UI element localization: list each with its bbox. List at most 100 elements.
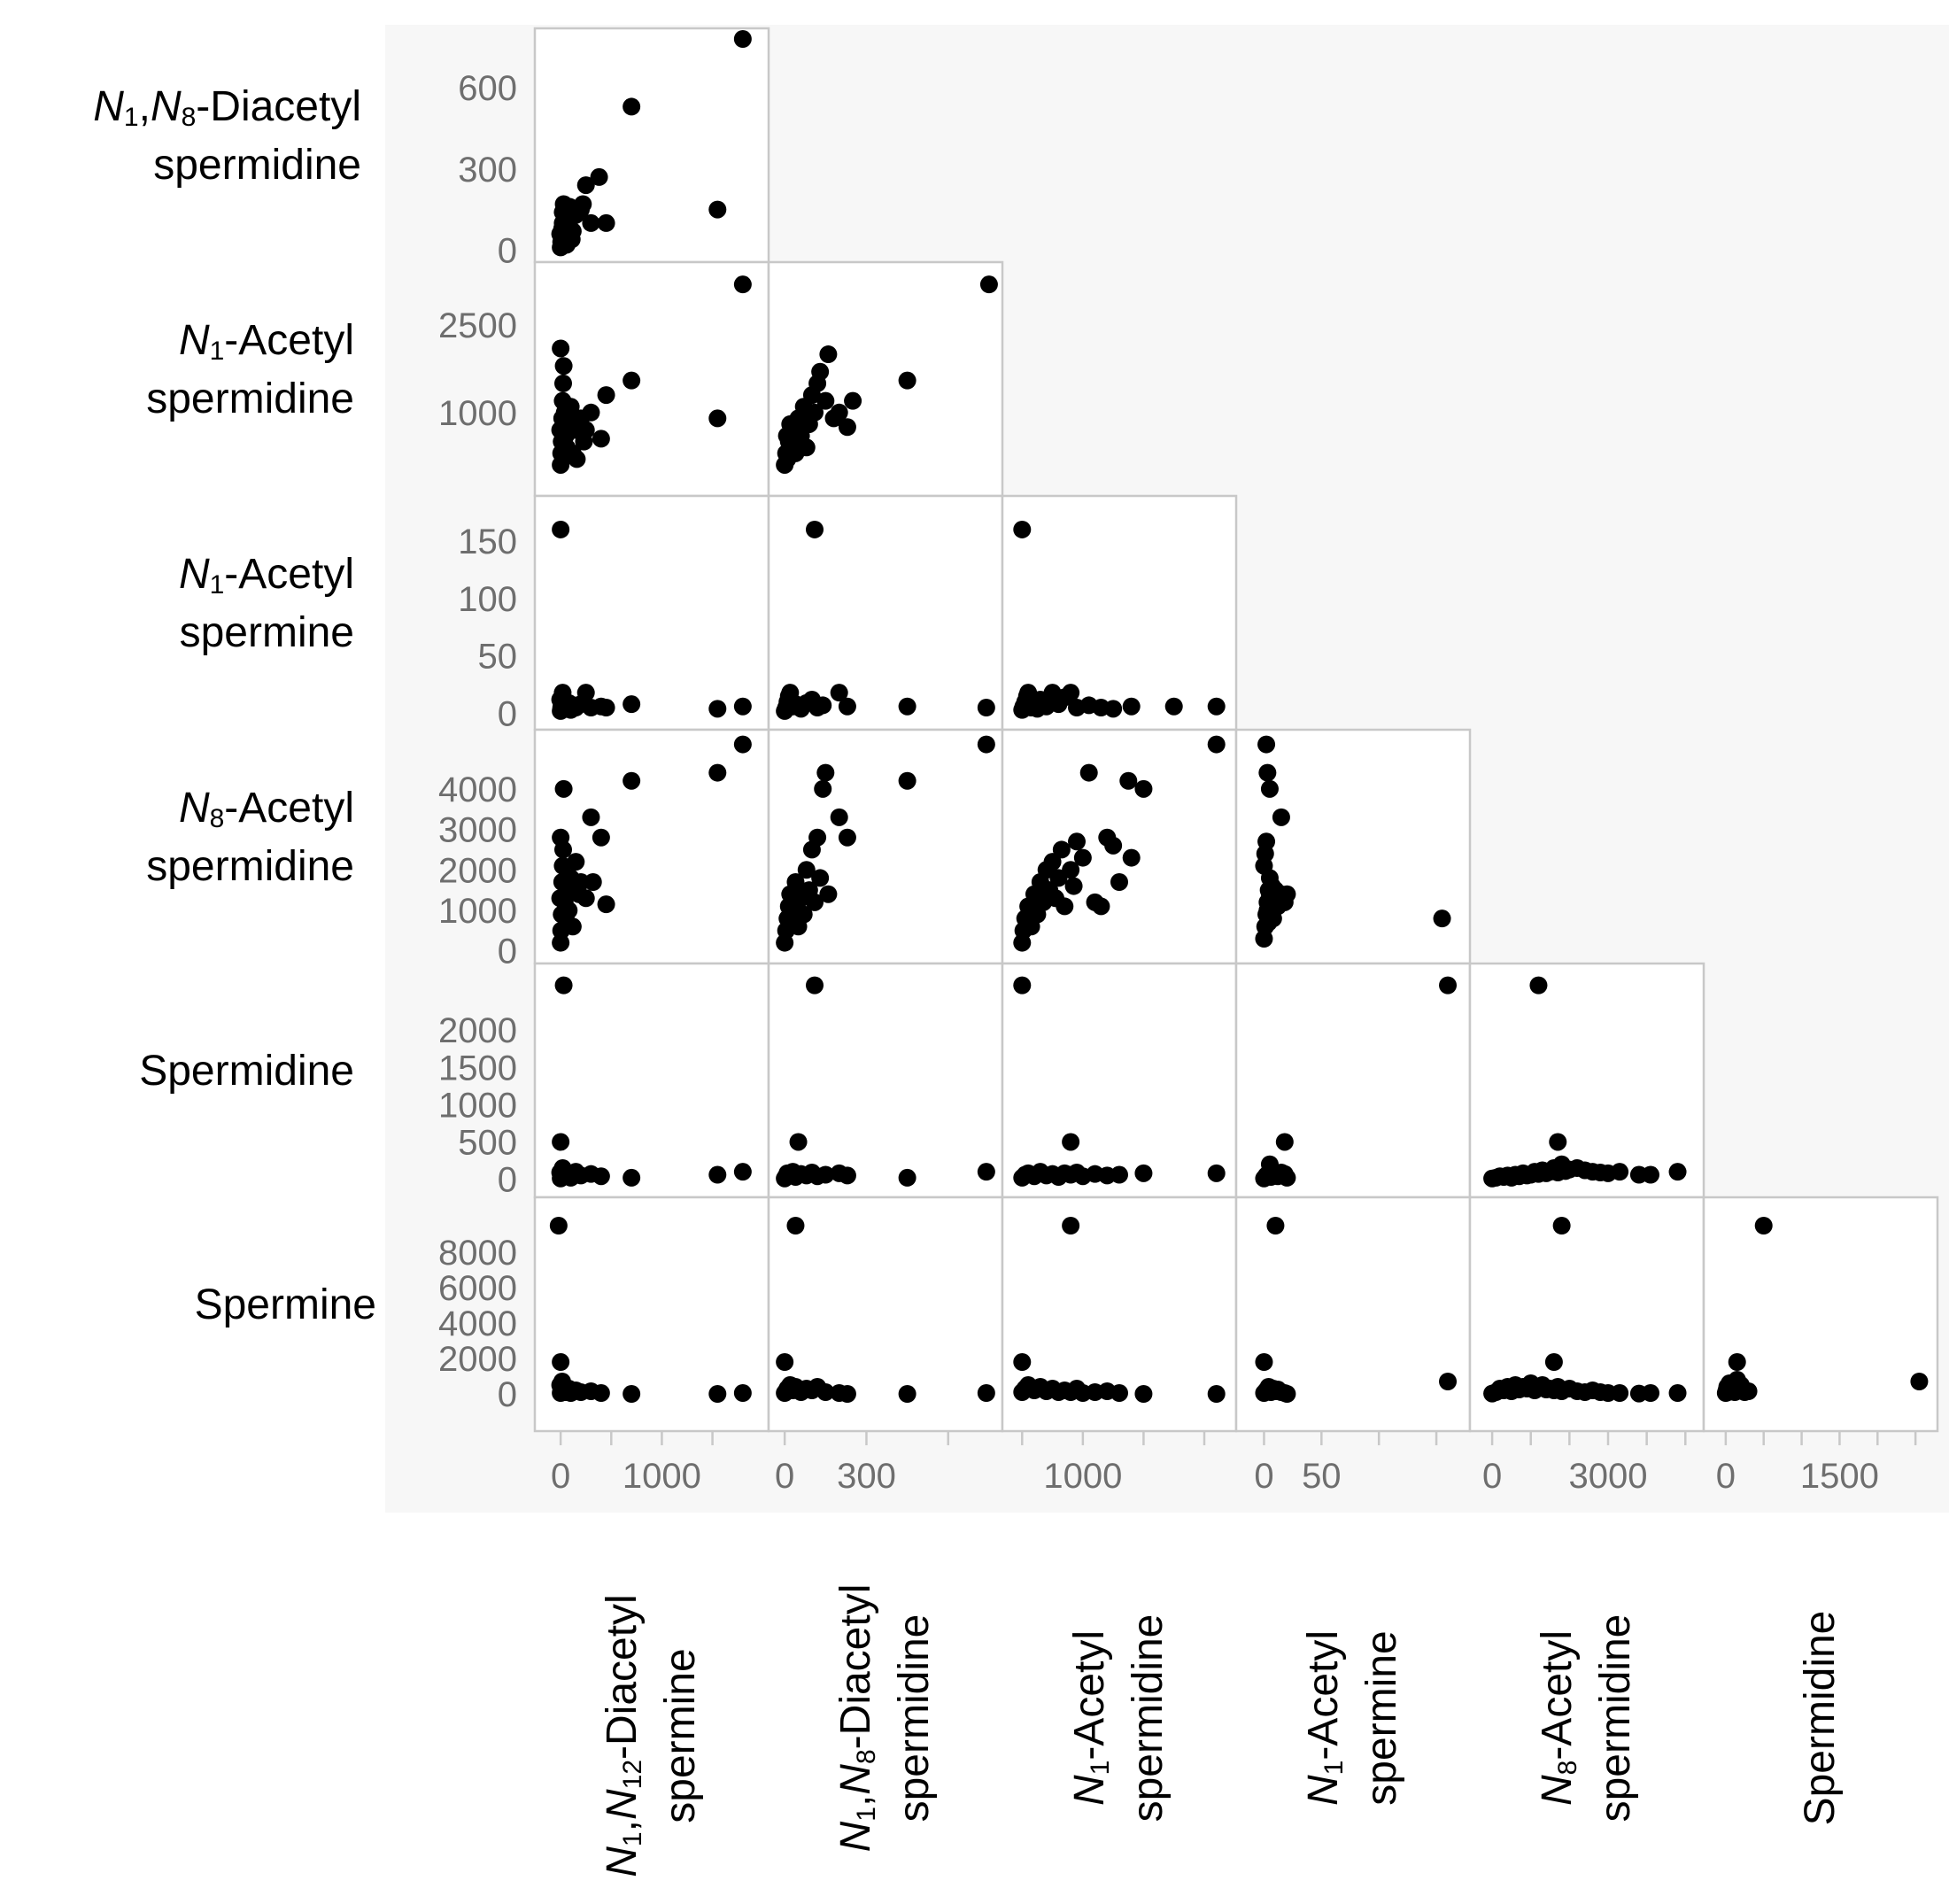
- data-point-spm-vs-spd: [1910, 1373, 1929, 1390]
- data-point-n1n8-vs-n1n12: [576, 176, 595, 195]
- data-point-n8spd-vs-n1spm: [1433, 909, 1451, 928]
- data-point-n1spm-vs-n1n8: [806, 520, 824, 538]
- data-point-n1n8-vs-n1n12: [597, 213, 615, 232]
- data-point-n8spd-vs-n1n8: [816, 763, 835, 782]
- data-point-n8spd-vs-n1n8: [977, 735, 995, 754]
- data-point-n8spd-vs-n1spd: [1104, 836, 1123, 855]
- data-point-n1spd-vs-n1n12: [561, 398, 580, 416]
- data-point-n8spd-vs-n1spd: [1110, 873, 1128, 891]
- data-point-spm-vs-spd: [1728, 1353, 1746, 1371]
- y-tick-label-spm: 0: [498, 1375, 517, 1414]
- y-tick-label-spd: 2000: [438, 1011, 517, 1050]
- data-point-n8spd-vs-n1spm: [1272, 808, 1290, 826]
- data-point-n8spd-vs-n1spm: [1257, 735, 1276, 754]
- data-point-n1spd-vs-n1n12: [554, 357, 573, 375]
- data-point-n8spd-vs-n1n12: [563, 917, 582, 936]
- data-point-spd-vs-n1spm: [1275, 1133, 1294, 1151]
- data-point-spm-vs-n1spm: [1439, 1373, 1458, 1390]
- data-point-spd-vs-n1n8: [816, 1165, 835, 1184]
- data-point-n8spd-vs-n1spd: [1052, 840, 1071, 859]
- data-point-n8spd-vs-n1n8: [838, 828, 856, 847]
- data-point-n1spd-vs-n1n8: [898, 371, 916, 390]
- data-point-n8spd-vs-n1spd: [1207, 735, 1226, 754]
- data-point-n1n8-vs-n1n12: [562, 230, 581, 249]
- data-point-spm-vs-n1spm: [1266, 1217, 1285, 1235]
- x-tick-label-spd: 1500: [1800, 1457, 1879, 1496]
- x-tick-label-n1n8: 0: [775, 1457, 794, 1496]
- x-tick-label-n8spd: 0: [1482, 1457, 1502, 1496]
- data-point-spd-vs-n1n12: [554, 976, 573, 995]
- data-point-n8spd-vs-n1spm: [1258, 763, 1277, 782]
- data-point-n1spd-vs-n1n8: [819, 345, 838, 364]
- data-point-spd-vs-n1n8: [838, 1166, 856, 1185]
- data-point-spd-vs-n8spd: [1611, 1163, 1629, 1181]
- data-point-n8spd-vs-n1n12: [597, 895, 615, 914]
- data-point-spm-vs-n1spm: [1278, 1385, 1296, 1403]
- data-point-spm-vs-spd: [1754, 1217, 1773, 1235]
- data-point-spm-vs-n1n8: [838, 1385, 856, 1403]
- data-point-n8spd-vs-n1spd: [1073, 848, 1092, 867]
- data-point-n1spm-vs-n1n12: [597, 699, 615, 717]
- data-point-n8spd-vs-n1n12: [560, 902, 578, 919]
- data-point-n1spd-vs-n1n12: [554, 374, 572, 392]
- data-point-spd-vs-n1spd: [1062, 1133, 1080, 1151]
- data-point-n1spm-vs-n1spd: [1104, 700, 1123, 718]
- row-label-spd: Spermidine: [139, 1048, 354, 1095]
- data-point-n1n8-vs-n1n12: [553, 203, 572, 221]
- row-label-n8spd: N8-Acetyl spermidine: [146, 785, 354, 890]
- row-label-n1spm: N1-Acetyl spermine: [178, 551, 354, 656]
- data-point-spm-vs-n1spd: [1207, 1385, 1226, 1403]
- data-point-spd-vs-n1n12: [708, 1165, 727, 1184]
- data-point-n1n8-vs-n1n12: [574, 195, 592, 213]
- data-point-spd-vs-n8spd: [1642, 1165, 1659, 1184]
- data-point-n8spd-vs-n1n12: [623, 771, 641, 790]
- x-tick-label-n8spd: 3000: [1569, 1457, 1648, 1496]
- data-point-n1spd-vs-n1n12: [592, 430, 610, 448]
- data-point-n1spm-vs-n1spd: [1122, 697, 1141, 716]
- data-point-n1spd-vs-n1n8: [797, 438, 816, 457]
- row-label-n1spd: N1-Acetyl spermidine: [146, 317, 354, 422]
- data-point-n8spd-vs-n1n12: [552, 828, 570, 847]
- data-point-n8spd-vs-n1spm: [1257, 832, 1276, 851]
- y-tick-label-n1spd: 2500: [438, 306, 517, 345]
- row-label-spm: Spermine: [194, 1281, 376, 1328]
- data-point-n8spd-vs-n1n8: [794, 905, 813, 924]
- data-point-n1spm-vs-n1n8: [838, 697, 856, 716]
- y-tick-label-spd: 500: [458, 1123, 517, 1162]
- data-point-n8spd-vs-n1n8: [786, 873, 805, 891]
- data-point-spm-vs-n8spd: [1611, 1384, 1629, 1402]
- data-point-spd-vs-n1n8: [806, 976, 824, 995]
- data-point-n1spm-vs-n1n8: [830, 684, 848, 702]
- data-point-n1n8-vs-n1n12: [582, 213, 600, 232]
- data-point-n1n8-vs-n1n12: [708, 200, 727, 219]
- data-point-n1n8-vs-n1n12: [590, 167, 608, 186]
- data-point-spm-vs-n1spm: [1255, 1353, 1273, 1371]
- data-point-n1spd-vs-n1n8: [830, 403, 848, 422]
- data-point-n1spd-vs-n1n12: [733, 275, 752, 294]
- data-point-n8spd-vs-n1spd: [1092, 897, 1110, 916]
- y-tick-label-n8spd: 1000: [438, 892, 517, 931]
- x-tick-label-n1n8: 300: [837, 1457, 896, 1496]
- data-point-spd-vs-n1n12: [733, 1163, 752, 1181]
- y-tick-label-spd: 0: [498, 1161, 517, 1200]
- y-tick-label-n1spd: 1000: [438, 394, 517, 433]
- y-tick-label-n1spm: 0: [498, 695, 517, 734]
- data-point-spd-vs-n8spd: [1668, 1163, 1687, 1181]
- data-point-n8spd-vs-n1n8: [819, 885, 838, 903]
- data-point-n1spm-vs-n1n8: [814, 696, 832, 715]
- data-point-spm-vs-n8spd: [1544, 1353, 1563, 1371]
- panel-spd-vs-n1n12: [533, 962, 770, 1199]
- y-tick-label-n8spd: 4000: [438, 770, 517, 809]
- data-point-spm-vs-n1spd: [1062, 1217, 1080, 1235]
- data-point-n8spd-vs-n1spd: [1043, 853, 1062, 871]
- data-point-n8spd-vs-n1n12: [567, 853, 585, 871]
- data-point-n8spd-vs-n1spd: [1056, 897, 1074, 916]
- data-point-spm-vs-n1n12: [552, 1353, 570, 1371]
- data-point-n8spd-vs-n1spd: [1062, 861, 1080, 879]
- y-tick-label-n8spd: 3000: [438, 811, 517, 850]
- data-point-spd-vs-n1spm: [1439, 976, 1458, 995]
- data-point-n1spd-vs-n1n12: [582, 403, 600, 422]
- y-tick-label-n1n8: 0: [498, 231, 517, 270]
- data-point-spm-vs-n1n8: [816, 1383, 835, 1401]
- data-point-n8spd-vs-n1n12: [576, 889, 595, 908]
